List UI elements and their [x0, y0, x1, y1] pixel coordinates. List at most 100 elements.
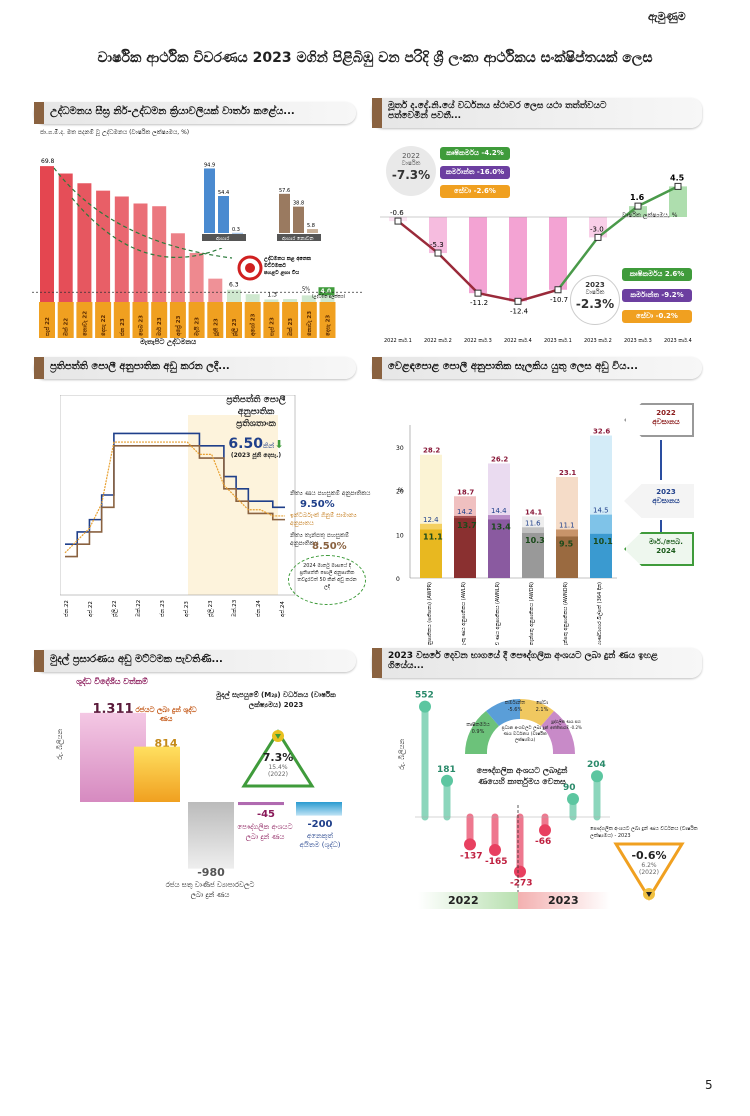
month-tab-8 [188, 302, 205, 338]
m2-bar-3 [238, 802, 284, 806]
inflation-bar-2 [77, 183, 92, 302]
legend-sdf: නිත්‍ය ණය පහසුකම් අනුපාතිකය [290, 490, 371, 497]
gauge-agri: කෘෂිකර්මය 0.9% [466, 722, 490, 735]
policy-line-1 [65, 444, 285, 558]
month-label-4: ජන 23 [119, 318, 126, 336]
month-label-6: මාර් 23 [156, 317, 163, 336]
m2-bar-1 [134, 746, 180, 802]
gdp-2022-sub: වාර්ෂික [401, 160, 421, 167]
gauge-ind: කර්මාන්ත -5.6% [504, 700, 526, 713]
label-first: 69.8 [41, 158, 55, 165]
m2-soe-value: -980 [197, 866, 225, 879]
policy-note: 2024 මාර්තු මාසයේ දී ප්‍රතිපත්ති පොලී අන… [288, 555, 366, 605]
corner-label: ඇමුණුම [648, 10, 686, 23]
credit-ball-7 [591, 770, 603, 783]
month-tab-3 [95, 302, 112, 338]
m2-bar-2 [188, 802, 234, 869]
gdp-line-recovery [557, 185, 679, 291]
inflation-bar-6 [152, 206, 167, 302]
month-tab-10 [226, 302, 242, 338]
target-label: 5% [302, 286, 310, 292]
credit-value-5: -66 [535, 837, 551, 847]
gdp-value-4: -10.7 [550, 296, 568, 304]
ytick-0: 0 [396, 576, 400, 583]
m2-bar-4 [296, 802, 342, 816]
gdp-xtick-4: 2023 කාර්.1 [544, 337, 572, 344]
nonfood-label-0: 57.6 [279, 188, 290, 194]
m2-govt-label: රජයට ලබා දුන් ශුද්ධ ණය [135, 706, 197, 723]
label-last: 4.0 [321, 288, 332, 295]
rate-label-2023-4: 11.1 [559, 521, 575, 529]
money-supply-chart [80, 712, 342, 869]
rate-cat-3: තැන්පතු අනුපාතිකය (AWDR) [528, 582, 535, 645]
gdp-value-1: -5.3 [430, 241, 444, 249]
rate-cat-1: බැංකු ණය අනුපාතිකය (AWLR) [460, 582, 467, 645]
gdp23-ind: කර්මාන්ත -9.2% [622, 289, 692, 302]
policy-xtick-8: ජන.24 [256, 600, 262, 617]
food-tag [202, 234, 246, 241]
credit-ball-0 [419, 700, 431, 713]
gdp-2022-box: 2022 වාර්ෂික -7.3% [386, 146, 436, 196]
gdp-xtick-3: 2022 කාර්.4 [504, 337, 532, 344]
inflation-chart: සැප් 22 ඔක් 22 නොවැ 22 දෙසැ 22 ජන 23 පෙබ 23 මා… [32, 158, 362, 338]
callout-2023: 2023 අවසානය [624, 484, 694, 518]
chart1-xlabel: මැතැපිට උද්ධමනය [140, 338, 197, 346]
gdp-2023-value: -2.3% [575, 297, 615, 311]
gdp-value-5: -3.0 [590, 225, 604, 233]
gauge-serv: සේවා 2.1% [535, 700, 549, 713]
target-line-2: පහළට ළඟා විය [264, 269, 299, 276]
growth-prev: 6.2% [641, 862, 657, 869]
gdp-bar-1 [429, 217, 447, 254]
credit-value-1: 181 [437, 765, 456, 775]
inflation-bar-4 [114, 196, 129, 302]
gdp-value-2: -11.2 [470, 299, 488, 307]
gdp-legend: වාර්ෂික ලක්ෂ්‍යමය, % [622, 212, 678, 219]
gdp-bar-2 [469, 217, 487, 294]
gdp-2023-sub: වාර්ෂික [585, 289, 605, 296]
m2-growth-value: 7.3% [262, 751, 294, 764]
credit-ball-5 [539, 824, 551, 837]
nonfood-bar-0 [279, 193, 290, 233]
policy-box-date: (2023 ජූනි දෙසැ.) [230, 452, 282, 459]
month-tab-4 [113, 302, 130, 338]
private-credit-chart: 552 181 -137-165 -273 -66 90 204 [415, 691, 610, 910]
rate-label-2024-0: 11.1 [423, 532, 443, 541]
panel5-ylabel: රු. බිලියන [56, 728, 64, 760]
gdp-xtick-5: 2023 කාර්.2 [584, 337, 612, 344]
rate-label-2024-5: 10.1 [593, 537, 613, 546]
gdp-2023-box: 2023 වාර්ෂික -2.3% [570, 275, 620, 325]
month-label-12: සැප් 23 [268, 317, 275, 336]
food-label-2: 0.3 [232, 227, 240, 233]
page-title: වාර්ෂික ආර්ථික විවරණය 2023 මගින් පිළිබිඹ… [97, 50, 653, 66]
inflation-bar-1 [58, 173, 73, 302]
panel4-header: වෙළඳපොළ පොලී අනුපාතික සැලකිය යුතු ලෙස අඩ… [372, 357, 702, 379]
credit-value-0: 552 [415, 691, 434, 701]
arrow-down-icon-2 [660, 520, 662, 532]
gdp-xtick-2: 2022 කාර්.3 [464, 337, 492, 344]
label-last-bg [318, 287, 335, 296]
gdp-chart: -0.6 2022 කාර්.1 -5.3 2022 කාර්.2 -11.2 2022 … [380, 173, 692, 344]
policy-box-value: 6.50කින්⬇ [228, 436, 284, 452]
panel1-subtitle: ජා.ග.මි.ද. මත පදනම් වූ උද්ධමනය (වාර්ෂික … [40, 129, 190, 136]
m2-growth-prev-year: (2022) [268, 771, 288, 778]
inflation-bar-5 [133, 203, 148, 302]
rate-label-2022-0: 28.2 [423, 447, 440, 455]
gdp-marker-3 [514, 297, 522, 305]
rate-label-2024-4: 9.5 [559, 539, 574, 548]
growth-funnel-icon [613, 842, 685, 901]
ylabel: % [398, 487, 404, 494]
policy-xtick-2: ජූලි.22 [111, 600, 119, 617]
gdp-marker-1 [434, 249, 442, 257]
rate-label-2022-1: 18.7 [457, 488, 474, 496]
year-2022-band [418, 892, 518, 909]
policy-xtick-6: ජූලි.23 [207, 600, 215, 617]
label-v1: 1.3 [267, 291, 277, 298]
policy-xtick-7: ඔක්.23 [231, 599, 238, 617]
panel5-header: මුදල් ප්‍රසාරණය අඩු මට්ටමක පැවතිණි... [34, 650, 356, 672]
rate-cat-2: නව ණය අනුපාතිකය (AWNLR) [494, 582, 501, 645]
arrow-down-icon [660, 440, 662, 480]
month-label-13: ඔක් 23 [287, 318, 294, 336]
legend-awcmr: ඉන්ටර්බැංක් ගිනුම් සාමාන්‍ය අනුපාතය [290, 512, 357, 527]
month-tab-7 [169, 302, 186, 338]
gdp-xtick-7: 2023 කාර්.4 [664, 337, 692, 344]
